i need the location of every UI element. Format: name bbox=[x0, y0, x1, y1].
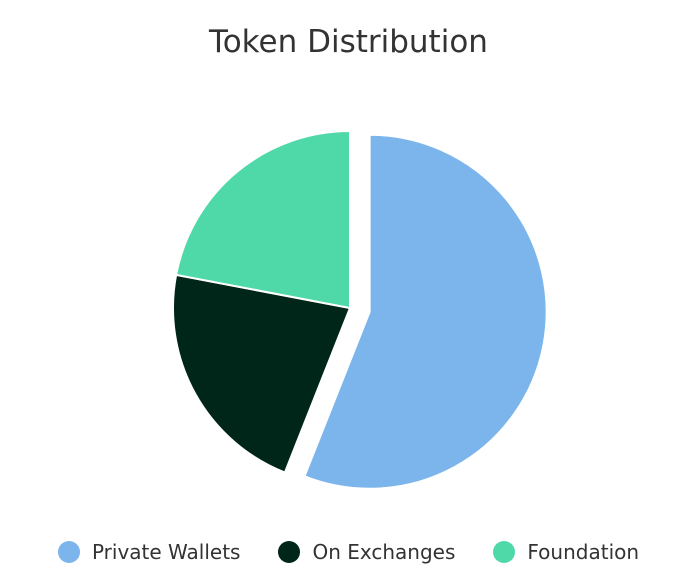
pie-slice-private-wallets[interactable] bbox=[303, 133, 548, 490]
legend-label: Private Wallets bbox=[91, 540, 241, 564]
legend: Private Wallets On Exchanges Foundation bbox=[0, 540, 697, 564]
legend-item-foundation[interactable]: Foundation bbox=[493, 540, 639, 564]
chart-title: Token Distribution bbox=[209, 24, 488, 60]
legend-item-private-wallets[interactable]: Private Wallets bbox=[57, 540, 241, 564]
pie-slice-on-exchanges[interactable] bbox=[172, 273, 352, 474]
legend-marker bbox=[57, 541, 80, 563]
legend-item-on-exchanges[interactable]: On Exchanges bbox=[278, 540, 455, 564]
legend-marker bbox=[493, 541, 516, 563]
legend-marker bbox=[278, 541, 301, 563]
legend-label: On Exchanges bbox=[312, 540, 456, 564]
legend-label: Foundation bbox=[527, 540, 640, 564]
pie-slice-foundation[interactable] bbox=[174, 129, 351, 310]
